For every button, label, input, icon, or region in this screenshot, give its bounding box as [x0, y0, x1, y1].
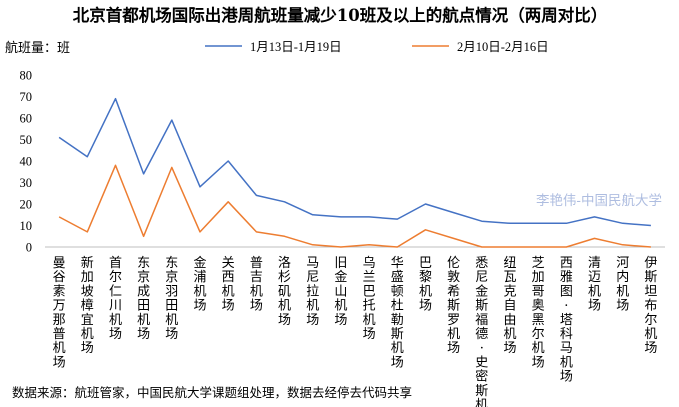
x-category-label: 关西机场	[222, 256, 235, 314]
x-category-label: 清迈机场	[588, 256, 601, 314]
y-tick-label: 40	[20, 155, 33, 169]
series-lines	[58, 97, 651, 248]
legend: 1月13日-1月19日 2月10日-2月16日	[205, 40, 549, 54]
legend-label-series-1: 1月13日-1月19日	[250, 40, 342, 54]
x-category-label: 芝加哥奥黑尔机场	[532, 255, 545, 370]
series-line-2	[58, 164, 651, 248]
y-tick-label: 10	[20, 219, 33, 233]
x-category-label: 首尔仁川机场	[109, 256, 122, 342]
y-tick-label: 0	[26, 241, 32, 255]
x-axis-labels: 曼谷素万那普机场 新加坡樟宜机场 首尔仁川机场 东京成田机场 东京羽田机场 金浦机场 关西机…	[53, 255, 658, 407]
y-axis-label: 航班量：班	[5, 40, 70, 56]
y-tick-label: 70	[20, 90, 33, 104]
x-category-label: 旧金山机场	[334, 256, 347, 328]
x-category-label: 东京成田机场	[137, 256, 150, 342]
y-axis-ticks: 0 10 20 30 40 50 60 70 80	[20, 69, 33, 255]
source-note: 数据来源：航班管家，中国民航大学课题组处理，数据去经停去代码共享	[12, 385, 412, 400]
x-category-label: 普吉机场	[250, 256, 263, 314]
y-tick-label: 20	[20, 198, 33, 212]
watermark: 李艳伟-中国民航大学	[536, 193, 662, 209]
x-category-label: 华盛顿杜勒斯机场	[391, 256, 404, 370]
x-category-label: 曼谷素万那普机场	[53, 256, 66, 370]
y-tick-label: 80	[20, 69, 33, 83]
x-category-label: 新加坡樟宜机场	[81, 255, 94, 356]
y-tick-label: 60	[20, 112, 33, 126]
legend-label-series-2: 2月10日-2月16日	[457, 40, 549, 54]
y-tick-label: 30	[20, 176, 33, 190]
x-category-label: 洛杉矶机场	[278, 256, 291, 328]
series-line-1	[58, 97, 651, 227]
x-category-label: 乌兰巴托机场	[363, 255, 376, 342]
x-category-label: 西雅图·塔科马机场	[560, 256, 573, 385]
x-category-label: 伊斯坦布尔机场	[644, 256, 657, 356]
x-category-label: 巴黎机场	[419, 256, 432, 314]
x-category-label: 悉尼金斯福德·史密斯机场	[475, 256, 488, 407]
x-category-label: 河内机场	[616, 256, 629, 314]
x-category-label: 马尼拉机场	[306, 256, 319, 328]
x-category-label: 伦敦希斯罗机场	[447, 256, 460, 356]
x-category-label: 东京羽田机场	[165, 256, 178, 342]
x-category-label: 金浦机场	[193, 255, 206, 314]
y-tick-label: 50	[20, 133, 33, 147]
chart-title: 北京首都机场国际出港周航班量减少10班及以上的航点情况（两周对比）	[73, 5, 607, 25]
x-category-label: 纽瓦克自由机场	[503, 256, 516, 356]
